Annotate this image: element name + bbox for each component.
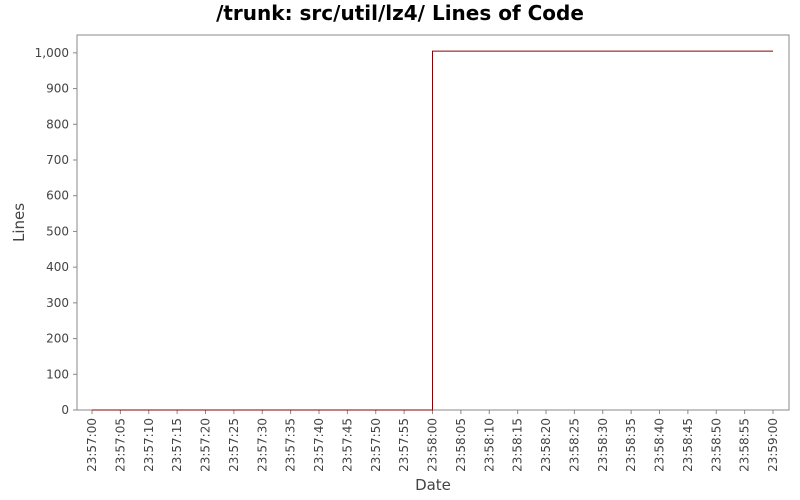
chart-title: /trunk: src/util/lz4/ Lines of Code <box>216 1 584 25</box>
y-tick-label: 600 <box>46 189 69 203</box>
x-tick-label: 23:57:55 <box>397 418 411 472</box>
x-tick-label: 23:58:20 <box>539 418 553 472</box>
x-tick-label: 23:57:10 <box>142 418 156 472</box>
x-tick-label: 23:58:50 <box>709 418 723 472</box>
x-axis: 23:57:00 23:57:05 23:57:10 23:57:15 23:57:20… <box>85 410 780 472</box>
y-axis-label: Lines <box>10 203 28 242</box>
x-tick-label: 23:57:35 <box>284 418 298 472</box>
x-tick-label: 23:58:10 <box>482 418 496 472</box>
series-line <box>92 50 773 411</box>
x-tick-label: 23:58:15 <box>511 418 525 472</box>
x-axis-label: Date <box>415 476 451 494</box>
x-tick-label: 23:58:55 <box>738 418 752 472</box>
y-tick-label: 0 <box>61 403 69 417</box>
y-tick-label: 400 <box>46 260 69 274</box>
x-tick-label: 23:57:15 <box>170 418 184 472</box>
x-tick-label: 23:57:45 <box>340 418 354 472</box>
x-tick-label: 23:58:35 <box>624 418 638 472</box>
y-tick-label: 200 <box>46 332 69 346</box>
y-tick-label: 300 <box>46 296 69 310</box>
y-tick-label: 100 <box>46 367 69 381</box>
x-tick-label: 23:58:00 <box>426 418 440 472</box>
x-tick-label: 23:57:05 <box>113 418 127 472</box>
x-tick-label: 23:57:50 <box>369 418 383 472</box>
series-layer <box>92 50 773 411</box>
x-tick-label: 23:58:45 <box>681 418 695 472</box>
x-tick-label: 23:57:40 <box>312 418 326 472</box>
y-tick-label: 900 <box>46 82 69 96</box>
y-tick-label: 1,000 <box>35 46 69 60</box>
y-axis: 0 100 200 300 400 500 600 700 800 900 1,000 <box>35 46 77 417</box>
y-tick-label: 700 <box>46 153 69 167</box>
x-tick-label: 23:59:00 <box>766 418 780 472</box>
x-tick-label: 23:57:30 <box>255 418 269 472</box>
x-tick-label: 23:58:05 <box>454 418 468 472</box>
x-tick-label: 23:58:30 <box>596 418 610 472</box>
x-tick-label: 23:58:40 <box>653 418 667 472</box>
x-tick-label: 23:57:20 <box>199 418 213 472</box>
x-tick-label: 23:57:00 <box>85 418 99 472</box>
y-tick-label: 800 <box>46 117 69 131</box>
y-tick-label: 500 <box>46 224 69 238</box>
x-tick-label: 23:58:25 <box>567 418 581 472</box>
x-tick-label: 23:57:25 <box>227 418 241 472</box>
